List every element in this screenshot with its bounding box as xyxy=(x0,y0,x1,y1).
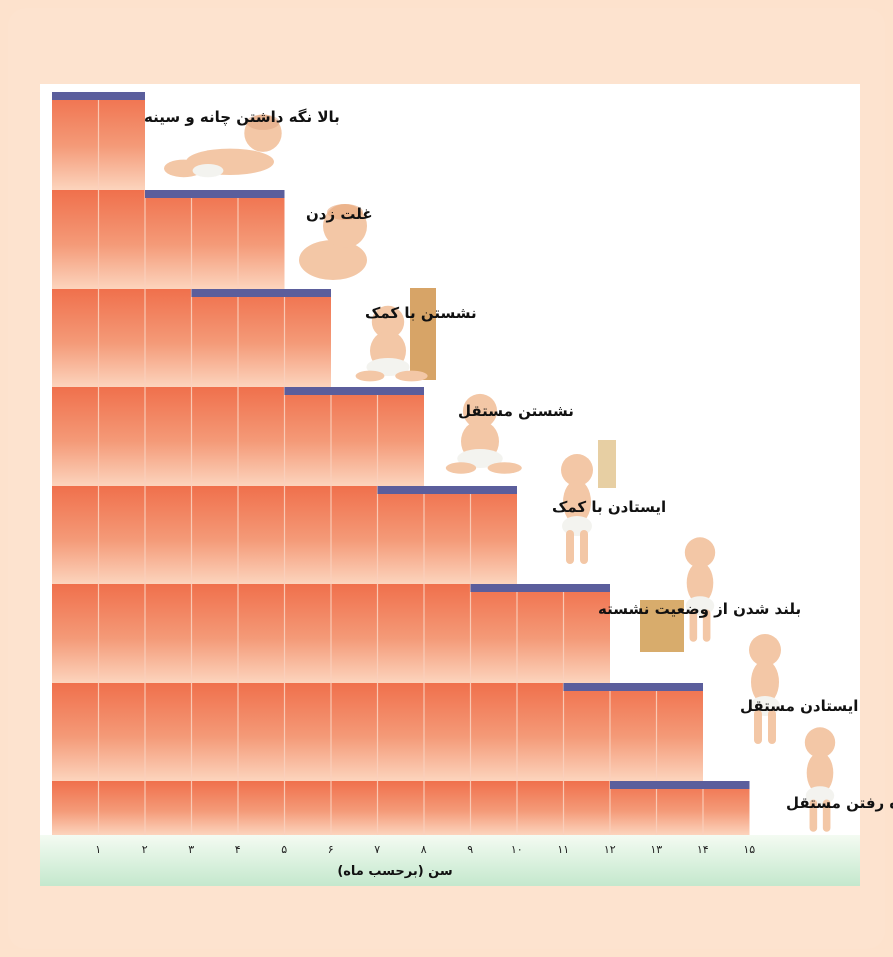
step-block xyxy=(703,781,750,835)
tick-label: ۱۲ xyxy=(604,843,616,856)
stage-label: بلند شدن از وضعیت نشسته xyxy=(598,600,801,618)
range-bar xyxy=(470,584,610,592)
baby-figure xyxy=(684,537,716,642)
tick-label: ۱۳ xyxy=(650,843,662,856)
step-block xyxy=(284,289,331,387)
range-bar xyxy=(284,387,424,395)
baby-figure xyxy=(355,305,428,382)
tick-label: ۵ xyxy=(281,843,287,856)
range-bar xyxy=(563,683,703,691)
stage-label: ایستادن با کمک xyxy=(552,498,666,516)
tick-label: ۷ xyxy=(374,843,380,856)
range-bar xyxy=(145,190,285,198)
stage-label: ایستادن مستقل xyxy=(740,697,858,715)
tick-label: ۱۵ xyxy=(743,843,755,856)
baby-figure xyxy=(561,454,593,564)
tick-label: ۶ xyxy=(328,843,334,856)
baby-figure xyxy=(299,204,367,280)
tick-label: ۱ xyxy=(95,843,101,856)
baby-figure xyxy=(445,393,522,474)
step-row xyxy=(52,289,285,387)
range-bar xyxy=(191,289,331,297)
tick-label: ۳ xyxy=(188,843,194,856)
range-bar xyxy=(377,486,517,494)
stage-label: راه رفتن مستقل xyxy=(786,794,893,812)
tick-label: ۱۱ xyxy=(557,843,569,856)
stage-label: بالا نگه داشتن چانه و سینه xyxy=(144,108,340,127)
range-bar xyxy=(610,781,750,789)
step-block xyxy=(145,190,285,289)
cabinet xyxy=(410,288,436,380)
stage-label: نشستن با کمک xyxy=(365,304,477,322)
tick-label: ۱۴ xyxy=(697,843,709,856)
range-bar xyxy=(52,92,145,100)
stage-label: غلت زدن xyxy=(306,205,373,223)
cabinet xyxy=(598,440,616,488)
box xyxy=(640,600,684,652)
tick-label: ۲ xyxy=(142,843,148,856)
baby-figure xyxy=(164,114,282,178)
baby-figure xyxy=(749,634,781,744)
x-axis-title: سن (برحسب ماه) xyxy=(337,864,452,879)
tick-label: ۱۰ xyxy=(511,843,523,856)
tick-label: ۸ xyxy=(421,843,427,856)
stage-label: نشستن مستقل xyxy=(458,402,574,420)
baby-figure xyxy=(804,727,836,832)
axis-band xyxy=(40,835,860,886)
tick-label: ۹ xyxy=(467,843,473,856)
tick-label: ۴ xyxy=(235,843,241,856)
